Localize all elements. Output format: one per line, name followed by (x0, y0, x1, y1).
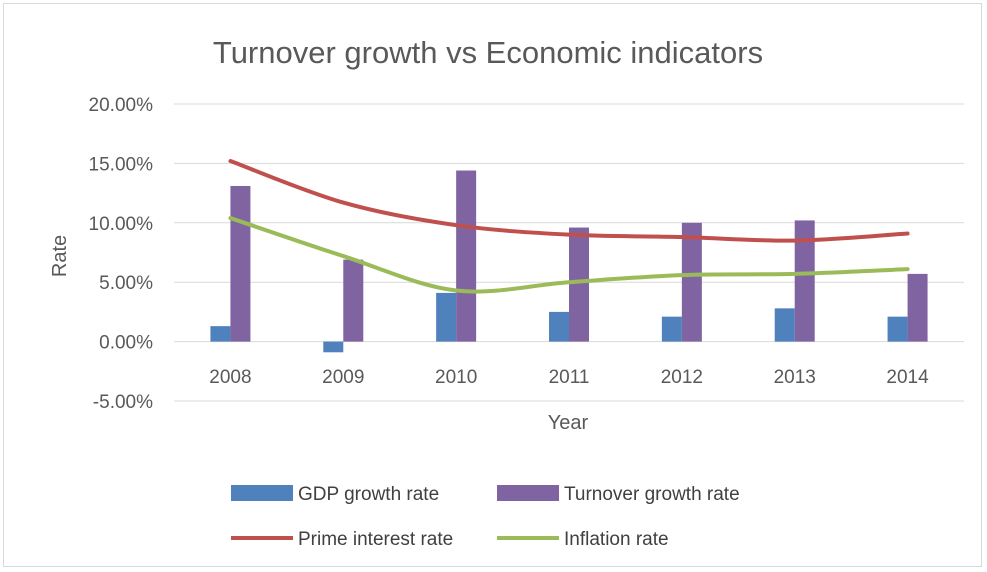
line-prime-interest-rate (228, 159, 910, 243)
legend-label: Turnover growth rate (564, 484, 740, 505)
x-tick-label: 2009 (322, 367, 364, 388)
legend-swatch (231, 485, 293, 501)
legend-swatch (497, 485, 559, 501)
chart-frame: Turnover growth vs Economic indicators -… (3, 3, 982, 567)
chart-title: Turnover growth vs Economic indicators (213, 35, 763, 70)
bar-gdp-growth-rate (549, 311, 569, 342)
y-axis-title: Rate (49, 235, 71, 277)
chart-svg: Turnover growth vs Economic indicators -… (49, 35, 964, 550)
legend-item-prime-interest-rate: Prime interest rate (231, 529, 453, 550)
y-tick-label: -5.00% (93, 392, 153, 413)
legend-label: Prime interest rate (298, 529, 453, 550)
lines (228, 159, 910, 294)
legend: GDP growth rate Turnover growth rate Prime… (231, 484, 740, 550)
bar-turnover-growth-rate (681, 222, 702, 342)
bar-gdp-growth-rate (661, 316, 682, 342)
bar-turnover-growth-rate (456, 170, 477, 342)
x-tick-label: 2010 (435, 367, 477, 388)
bar-turnover-growth-rate (569, 227, 589, 342)
x-tick-label: 2008 (209, 367, 251, 388)
y-tick-label: 20.00% (89, 95, 154, 116)
legend-item-inflation-rate: Inflation rate (497, 529, 669, 550)
x-tick-label: 2012 (661, 367, 703, 388)
bar-gdp-growth-rate (436, 292, 457, 342)
bar-turnover-growth-rate (907, 273, 928, 342)
x-tick-label: 2014 (886, 367, 929, 388)
y-tick-label: 5.00% (99, 273, 153, 294)
bars (210, 170, 928, 353)
legend-label: Inflation rate (564, 529, 669, 550)
y-axis-tick-labels: -5.00% 0.00% 5.00% 10.00% 15.00% 20.00% (89, 95, 154, 413)
bar-turnover-growth-rate (794, 220, 815, 342)
line-inflation-rate (228, 216, 910, 294)
bar-gdp-growth-rate (887, 316, 908, 342)
bar-turnover-growth-rate (343, 259, 364, 342)
x-axis-tick-labels: 2008 2009 2010 2011 2012 2013 2014 (209, 367, 929, 388)
bar-gdp-growth-rate (210, 326, 231, 342)
x-tick-label: 2011 (549, 367, 590, 388)
x-axis-title: Year (548, 412, 589, 434)
y-tick-label: 10.00% (89, 214, 154, 235)
legend-item-gdp-growth-rate: GDP growth rate (231, 484, 439, 505)
legend-item-turnover-growth-rate: Turnover growth rate (497, 484, 740, 505)
legend-label: GDP growth rate (298, 484, 439, 505)
bar-gdp-growth-rate (774, 308, 795, 342)
bar-gdp-growth-rate (323, 341, 344, 353)
bar-turnover-growth-rate (230, 185, 251, 342)
y-tick-label: 0.00% (99, 333, 153, 354)
y-tick-label: 15.00% (89, 154, 154, 175)
x-tick-label: 2013 (774, 367, 816, 388)
